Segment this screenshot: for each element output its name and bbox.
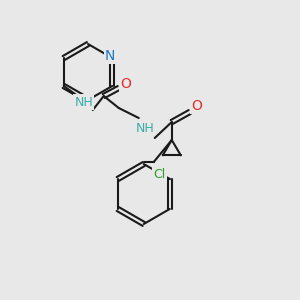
- Text: Cl: Cl: [154, 169, 166, 182]
- Text: NH: NH: [74, 95, 93, 109]
- Text: NH: NH: [135, 122, 154, 134]
- Text: O: O: [191, 99, 202, 113]
- Text: O: O: [120, 77, 131, 91]
- Text: N: N: [105, 49, 116, 63]
